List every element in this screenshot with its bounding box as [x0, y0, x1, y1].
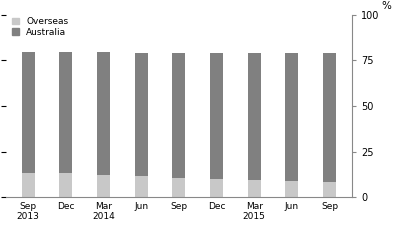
Bar: [135, 53, 148, 176]
Bar: [97, 175, 110, 197]
Bar: [285, 53, 299, 181]
Bar: [59, 173, 72, 197]
Y-axis label: %: %: [382, 1, 391, 11]
Bar: [21, 173, 35, 197]
Bar: [97, 52, 110, 175]
Bar: [172, 53, 185, 178]
Legend: Overseas, Australia: Overseas, Australia: [10, 15, 70, 38]
Bar: [285, 181, 299, 197]
Bar: [323, 182, 336, 197]
Bar: [248, 180, 261, 197]
Bar: [210, 53, 223, 179]
Bar: [59, 52, 72, 173]
Bar: [21, 52, 35, 173]
Bar: [135, 176, 148, 197]
Bar: [210, 179, 223, 197]
Bar: [172, 178, 185, 197]
Bar: [248, 53, 261, 180]
Bar: [323, 53, 336, 182]
